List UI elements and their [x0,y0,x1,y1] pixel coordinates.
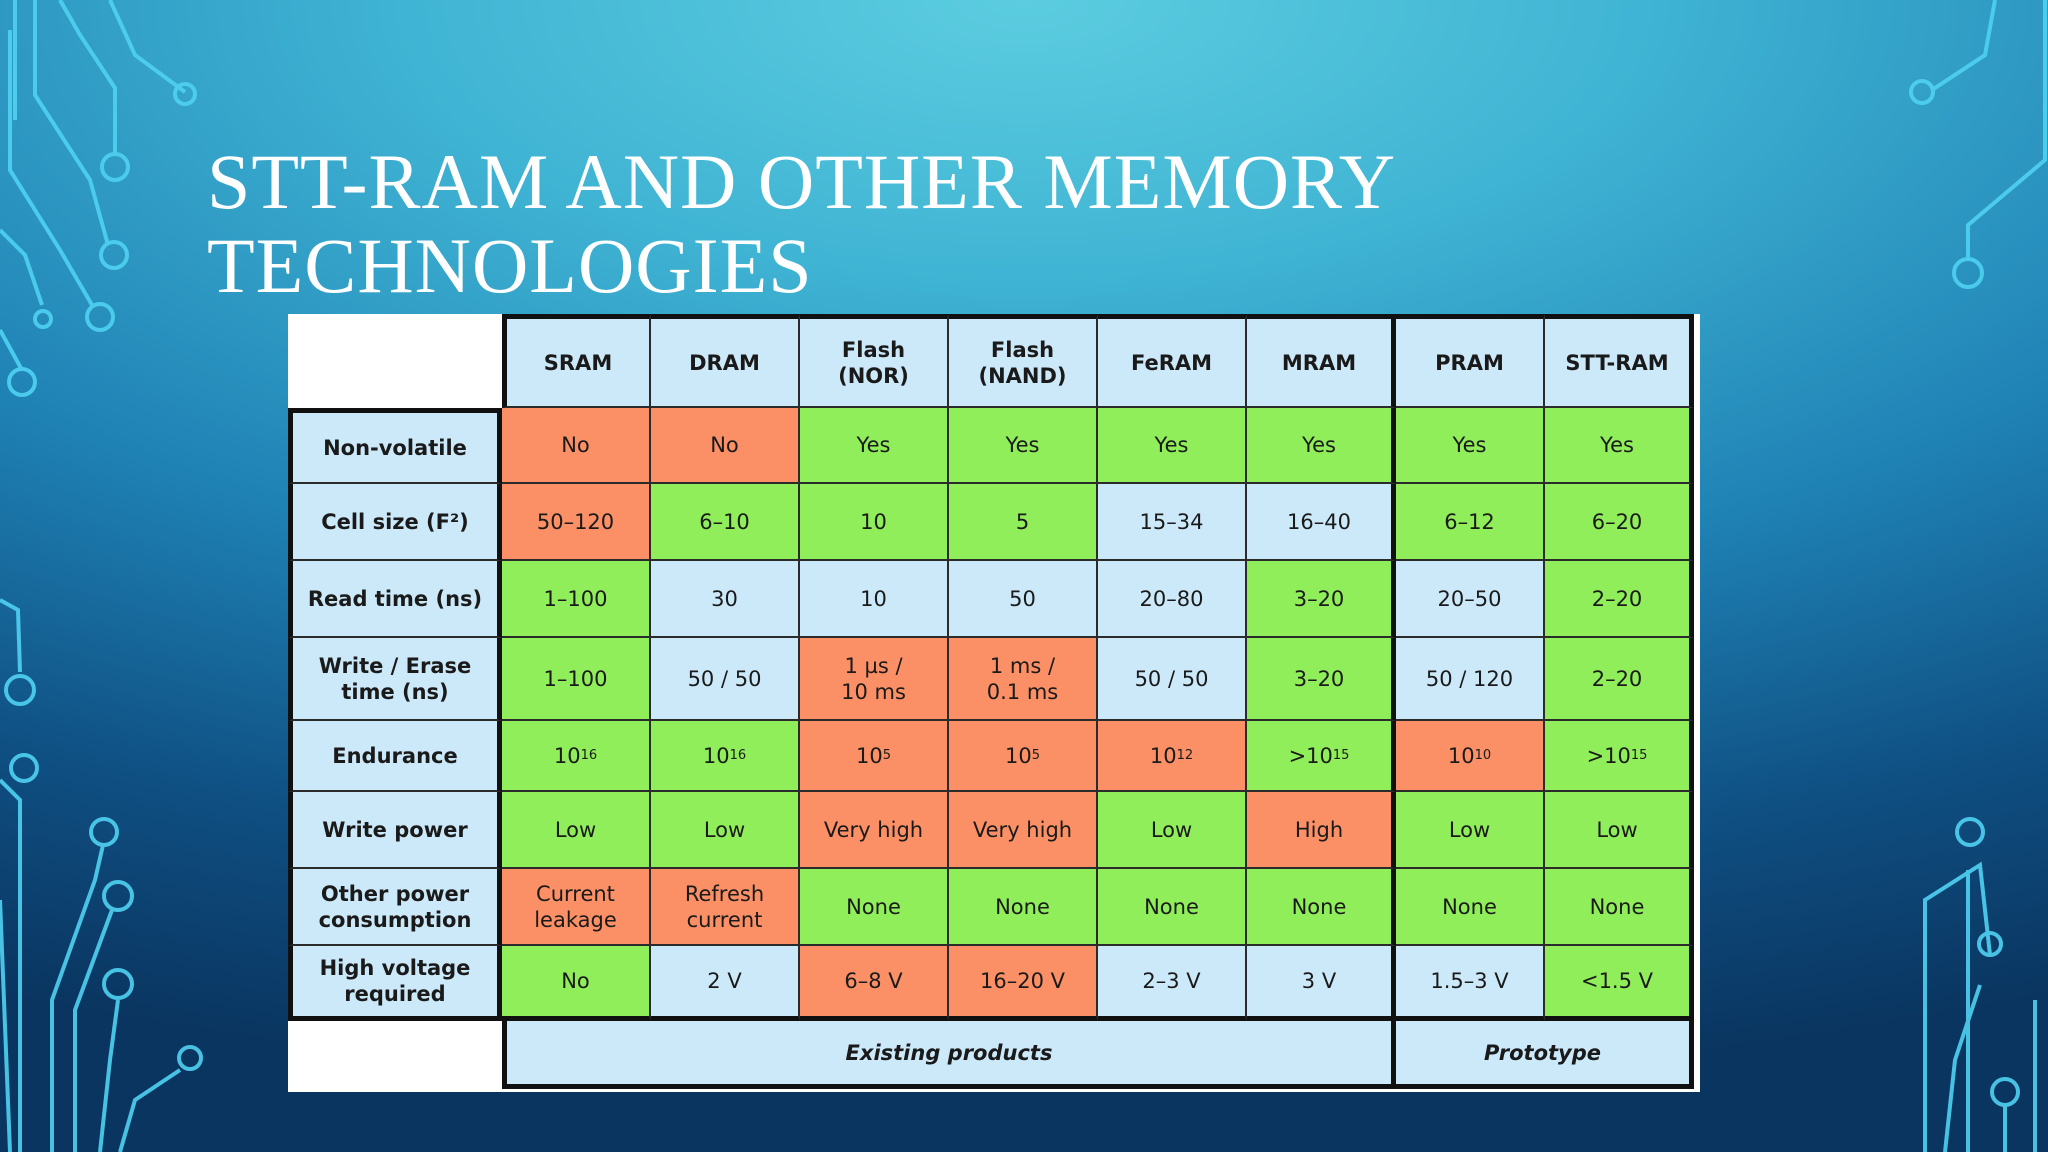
table-cell: Yes [1396,408,1545,484]
table-cell: 2–3 V [1098,946,1247,1021]
table-cell: High [1247,792,1396,869]
table-cell: Yes [949,408,1098,484]
table-cell: Low [1396,792,1545,869]
table-cell: None [1396,869,1545,946]
table-cell: 3–20 [1247,561,1396,638]
table-cell: None [1545,869,1694,946]
table-cell: 1 ms /0.1 ms [949,638,1098,721]
table-cell: 2 V [651,946,800,1021]
table-cell: Low [651,792,800,869]
table-cell: Very high [949,792,1098,869]
table-cell: 50–120 [502,484,651,561]
table-cell: Yes [1247,408,1396,484]
row-label: Other power consumption [288,869,502,946]
table-cell: 50 [949,561,1098,638]
table-cell: No [651,408,800,484]
table-cell: None [1247,869,1396,946]
column-header: PRAM [1396,314,1545,408]
column-header: Flash (NAND) [949,314,1098,408]
row-label: Write power [288,792,502,869]
table-cell: 1 µs /10 ms [800,638,949,721]
table-cell: 30 [651,561,800,638]
table-cell: 2–20 [1545,638,1694,721]
table-cell: 5 [949,484,1098,561]
table-cell: 10 16 [502,721,651,792]
table-cell: None [1098,869,1247,946]
memory-comparison-table: SRAM DRAM Flash (NOR) Flash (NAND) FeRAM MRAM PR… [288,314,1694,1089]
table-cell: No [502,946,651,1021]
column-header: STT-RAM [1545,314,1694,408]
table-cell: 20–50 [1396,561,1545,638]
table-cell: 16–40 [1247,484,1396,561]
row-label: Read time (ns) [288,561,502,638]
table-cell: 1–100 [502,638,651,721]
row-label: Cell size (F²) [288,484,502,561]
table-cell: 3 V [1247,946,1396,1021]
column-header: Flash (NOR) [800,314,949,408]
row-label: Write / Erase time (ns) [288,638,502,721]
column-header: MRAM [1247,314,1396,408]
table-cell: No [502,408,651,484]
table-cell: 10 12 [1098,721,1247,792]
footer-prototype: Prototype [1396,1021,1694,1089]
table-cell: >10 15 [1247,721,1396,792]
footer-blank [288,1021,502,1089]
table-cell: Low [1545,792,1694,869]
footer-existing-products: Existing products [502,1021,1396,1089]
table-cell: 10 [800,484,949,561]
slide-title: STT-RAM AND OTHER MEMORY TECHNOLOGIES [207,140,1607,308]
table-cell: Low [1098,792,1247,869]
table-cell: Very high [800,792,949,869]
table-cell: None [949,869,1098,946]
table-cell: 6–10 [651,484,800,561]
title-line-2: TECHNOLOGIES [207,222,813,309]
table-cell: >10 15 [1545,721,1694,792]
table-cell: Current leakage [502,869,651,946]
table-cell: 20–80 [1098,561,1247,638]
row-label: High voltage required [288,946,502,1021]
table-cell: 6–20 [1545,484,1694,561]
column-header: DRAM [651,314,800,408]
table-cell: 50 / 50 [1098,638,1247,721]
table-cell: Yes [1098,408,1247,484]
table-cell: Low [502,792,651,869]
table-cell: 10 [800,561,949,638]
table-cell: 10 16 [651,721,800,792]
table-cell: 1.5–3 V [1396,946,1545,1021]
table-cell: 15–34 [1098,484,1247,561]
table-cell: 6–8 V [800,946,949,1021]
title-line-1: STT-RAM AND OTHER MEMORY [207,138,1397,225]
table-cell: 50 / 120 [1396,638,1545,721]
row-label: Endurance [288,721,502,792]
table-cell: 6–12 [1396,484,1545,561]
table-cell: 1–100 [502,561,651,638]
table-cell: 3–20 [1247,638,1396,721]
row-label: Non-volatile [288,408,502,484]
table-cell: 2–20 [1545,561,1694,638]
table-cell: None [800,869,949,946]
table-cell: Refresh current [651,869,800,946]
table-cell: 10 5 [800,721,949,792]
table-cell: 16–20 V [949,946,1098,1021]
table-corner-blank [288,314,502,408]
table-cell: 10 10 [1396,721,1545,792]
table-cell: Yes [800,408,949,484]
table-cell: 10 5 [949,721,1098,792]
table-cell: Yes [1545,408,1694,484]
table-cell: <1.5 V [1545,946,1694,1021]
column-header: FeRAM [1098,314,1247,408]
table-cell: 50 / 50 [651,638,800,721]
column-header: SRAM [502,314,651,408]
